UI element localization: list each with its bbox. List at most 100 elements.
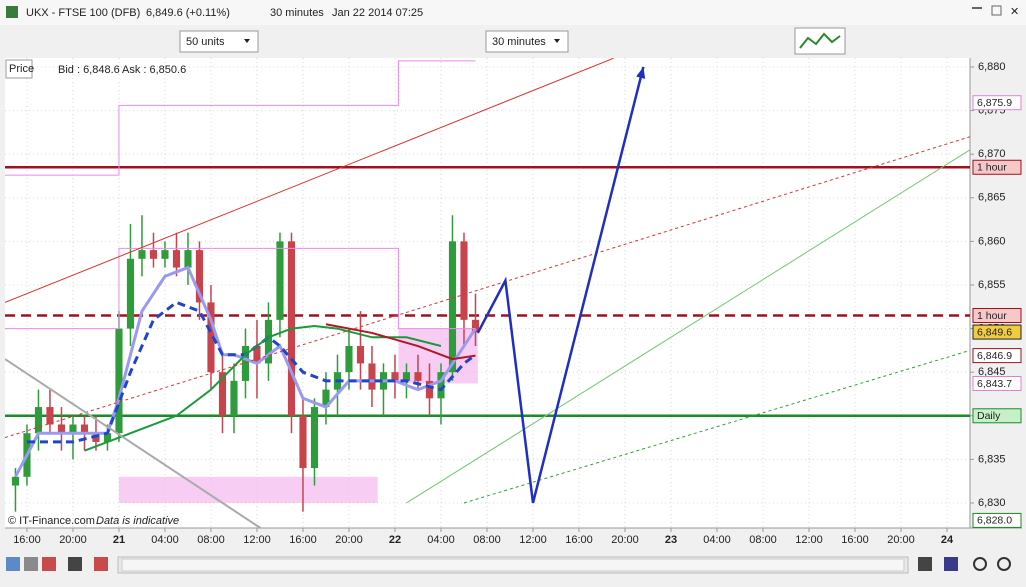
tool-icon[interactable] <box>68 557 82 571</box>
tool-icon[interactable] <box>42 557 56 571</box>
candle-body <box>241 346 250 381</box>
price-tag <box>972 95 1022 111</box>
candle-body <box>34 407 43 434</box>
arrow-head <box>636 66 646 79</box>
data-note: Data is indicative <box>96 515 179 527</box>
x-tick-label: 22 <box>389 534 401 546</box>
candle-body <box>414 372 422 381</box>
candle-body <box>149 250 158 259</box>
price-tag <box>972 348 1022 364</box>
candle-body <box>218 372 227 416</box>
axis-layer: 16:00 20:00 21 04:00 08:00 12:00 16:00 20:00 22 0… <box>13 61 1022 546</box>
price-tag-label: 6,849.6 <box>977 326 1012 338</box>
restore-button[interactable] <box>991 5 1002 16</box>
overlay-line <box>463 349 970 504</box>
price-tag <box>972 324 1022 340</box>
candle-body <box>425 380 434 399</box>
candle-body <box>57 424 66 434</box>
y-tick-label: 6,860 <box>978 235 1006 247</box>
candle-body <box>322 389 330 408</box>
y-tick-label: 6,865 <box>978 192 1006 204</box>
x-tick-label: 20:00 <box>887 534 915 546</box>
last-price: 6,849.6 (+0.11%) <box>146 7 230 19</box>
scroll-thumb[interactable] <box>121 558 905 572</box>
candle-body <box>276 241 284 320</box>
price-tag-label: 1 hour <box>977 310 1007 322</box>
close-button[interactable]: ✕ <box>1010 6 1019 18</box>
x-tick-label: 16:00 <box>289 534 317 546</box>
x-tick-label: 20:00 <box>59 534 87 546</box>
candle-body <box>264 319 273 364</box>
candle-body <box>69 424 77 434</box>
candle-body <box>207 302 215 373</box>
x-tick-label: 12:00 <box>795 534 823 546</box>
plot-area <box>5 58 970 528</box>
x-tick-label: 08:00 <box>197 534 225 546</box>
candle-body <box>402 372 411 381</box>
app-icon <box>6 6 18 18</box>
candle-body <box>80 424 89 434</box>
x-tick-label: 21 <box>113 534 125 546</box>
units-select[interactable] <box>179 30 259 53</box>
candle-body <box>11 476 20 486</box>
x-tick-label: 16:00 <box>13 534 41 546</box>
overlay-line <box>476 66 645 504</box>
price-tag <box>972 512 1022 528</box>
candle-body <box>356 346 365 364</box>
price-tag-label: 1 hour <box>977 162 1007 174</box>
tool-icon[interactable] <box>918 557 932 571</box>
timeframe-select[interactable] <box>485 30 569 53</box>
y-tick-label: 6,870 <box>978 148 1006 160</box>
candle-body <box>138 250 146 259</box>
x-tick-label: 20:00 <box>611 534 639 546</box>
tool-icon[interactable] <box>24 557 38 571</box>
minimize-button[interactable] <box>972 7 982 9</box>
overlay-line <box>5 136 970 439</box>
candle-body <box>103 433 112 442</box>
overlay-line <box>5 58 614 303</box>
tool-icon[interactable] <box>94 557 108 571</box>
y-tick-label: 6,855 <box>978 279 1006 291</box>
candle-body <box>437 372 445 399</box>
x-tick-label: 08:00 <box>473 534 501 546</box>
x-tick-label: 04:00 <box>427 534 455 546</box>
indicator-icon <box>799 32 841 49</box>
x-tick-label: 08:00 <box>749 534 777 546</box>
candle-body <box>391 372 399 381</box>
candle-body <box>195 250 204 303</box>
y-tick-label: 6,830 <box>978 497 1006 509</box>
zoom-in[interactable] <box>973 557 987 571</box>
candle-body <box>310 407 319 469</box>
price-button[interactable] <box>5 59 33 79</box>
plot-layer <box>5 58 970 528</box>
indicator-button[interactable] <box>794 27 846 55</box>
price-tag-label: 6,828.0 <box>977 515 1012 527</box>
ask: Ask : 6,850.6 <box>122 64 186 76</box>
tool-icon[interactable] <box>6 557 20 571</box>
candle-body <box>448 241 457 373</box>
title-bar <box>0 0 1026 25</box>
interval: 30 minutes <box>270 7 324 19</box>
x-tick-label: 16:00 <box>841 534 869 546</box>
candle-body <box>460 241 468 320</box>
candle-body <box>253 346 261 364</box>
overlay-line <box>5 247 476 330</box>
timeframe-value: 30 minutes <box>492 36 546 48</box>
y-tick-label: 6,845 <box>978 366 1006 378</box>
x-tick-label: 12:00 <box>519 534 547 546</box>
overlay-line <box>325 323 476 361</box>
tool-icon[interactable] <box>944 557 958 571</box>
price-tag <box>972 307 1022 323</box>
zoom-out[interactable] <box>997 557 1011 571</box>
price-tag-label: 6,846.9 <box>977 350 1012 362</box>
overlay-line <box>5 60 476 176</box>
price-tag <box>972 376 1022 392</box>
candle-body <box>345 346 353 373</box>
price-label: Price <box>9 63 34 75</box>
zone-box <box>118 476 378 503</box>
candle-body <box>471 319 480 333</box>
source: © IT-Finance.com <box>8 515 95 527</box>
candle-body <box>46 407 54 425</box>
candle-body <box>126 258 135 329</box>
